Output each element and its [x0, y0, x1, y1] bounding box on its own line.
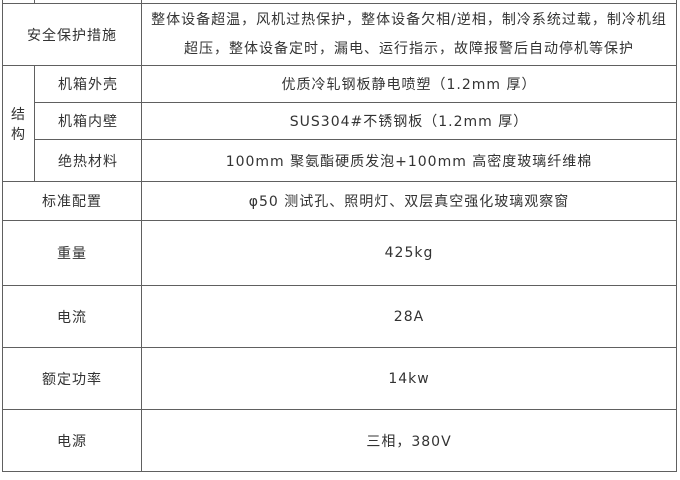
current-label: 电流 [2, 285, 142, 348]
row-current: 电流 28A [2, 285, 677, 348]
row-structure-inner: 机箱内壁 SUS304#不锈钢板（1.2mm 厚） [3, 102, 677, 140]
weight-label: 重量 [2, 220, 142, 286]
row-structure-shell: 结构 机箱外壳 优质冷轧钢板静电喷塑（1.2mm 厚） [2, 65, 677, 182]
spec-table: 安全保护措施 整体设备超温，风机过热保护，整体设备欠相/逆相，制冷系统过载，制冷… [2, 0, 677, 472]
standard-config-label: 标准配置 [2, 181, 142, 221]
row-structure-insulation: 绝热材料 100mm 聚氨酯硬质发泡+100mm 高密度玻璃纤维棉 [3, 139, 677, 182]
structure-group-label: 结构 [2, 65, 35, 182]
row-rated-power: 额定功率 14kw [2, 347, 677, 410]
shell-label: 机箱外壳 [34, 65, 142, 103]
insulation-value: 100mm 聚氨酯硬质发泡+100mm 高密度玻璃纤维棉 [141, 139, 677, 182]
rated-power-value: 14kw [141, 347, 677, 410]
standard-config-value: φ50 测试孔、照明灯、双层真空强化玻璃观察窗 [141, 181, 677, 221]
rated-power-label: 额定功率 [2, 347, 142, 410]
power-supply-label: 电源 [2, 409, 142, 472]
row-safety: 安全保护措施 整体设备超温，风机过热保护，整体设备欠相/逆相，制冷系统过载，制冷… [2, 3, 677, 66]
shell-value: 优质冷轧钢板静电喷塑（1.2mm 厚） [141, 65, 677, 103]
row-weight: 重量 425kg [2, 220, 677, 286]
insulation-label: 绝热材料 [34, 139, 142, 182]
row-standard-config: 标准配置 φ50 测试孔、照明灯、双层真空强化玻璃观察窗 [2, 181, 677, 221]
safety-value: 整体设备超温，风机过热保护，整体设备欠相/逆相，制冷系统过载，制冷机组超压，整体… [141, 3, 677, 66]
current-value: 28A [141, 285, 677, 348]
inner-wall-value: SUS304#不锈钢板（1.2mm 厚） [141, 102, 677, 140]
row-power-supply: 电源 三相，380V [2, 409, 677, 472]
safety-label: 安全保护措施 [2, 3, 142, 66]
weight-value: 425kg [141, 220, 677, 286]
power-supply-value: 三相，380V [141, 409, 677, 472]
inner-wall-label: 机箱内壁 [34, 102, 142, 140]
